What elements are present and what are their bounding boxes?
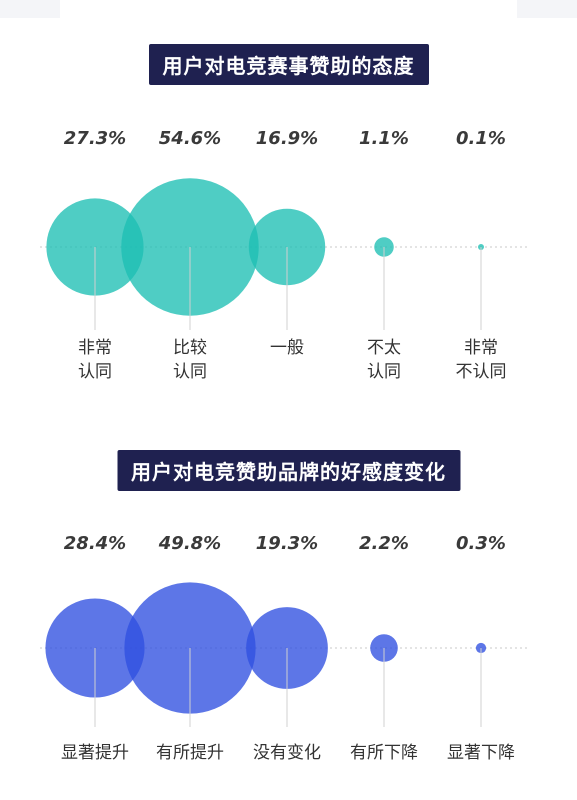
- value-label: 49.8%: [158, 533, 221, 554]
- category-label: 显著下降: [447, 743, 515, 763]
- category-label: 认同: [367, 362, 401, 382]
- chart-title: 用户对电竞赞助品牌的好感度变化: [117, 450, 460, 491]
- value-label: 28.4%: [64, 533, 126, 554]
- category-label: 认同: [78, 362, 112, 382]
- chart-title: 用户对电竞赛事赞助的态度: [148, 44, 429, 85]
- category-label: 没有变化: [253, 743, 321, 763]
- value-label: 0.3%: [456, 533, 506, 554]
- category-label: 一般: [270, 338, 304, 358]
- corner-decoration: [517, 0, 577, 18]
- category-label: 有所提升: [156, 743, 224, 763]
- value-label: 16.9%: [256, 128, 318, 149]
- corner-decoration: [0, 0, 60, 18]
- category-label: 比较: [173, 338, 207, 358]
- value-label: 1.1%: [359, 128, 409, 149]
- category-label: 认同: [173, 362, 207, 382]
- category-label: 显著提升: [61, 743, 129, 763]
- value-label: 19.3%: [256, 533, 318, 554]
- category-label: 不太: [367, 338, 401, 358]
- value-label: 27.3%: [64, 128, 126, 149]
- value-label: 2.2%: [359, 533, 409, 554]
- bubble-chart-favorability: 28.4% 显著提升 49.8% 有所提升 19.3% 没有变化 2.2% 有所下降 0.3% 显…: [40, 533, 530, 763]
- category-label: 非常: [78, 338, 112, 358]
- value-label: 54.6%: [159, 128, 221, 149]
- category-label: 有所下降: [350, 743, 418, 763]
- value-label: 0.1%: [456, 128, 506, 149]
- category-label: 不认同: [456, 362, 507, 382]
- category-label: 非常: [464, 338, 498, 358]
